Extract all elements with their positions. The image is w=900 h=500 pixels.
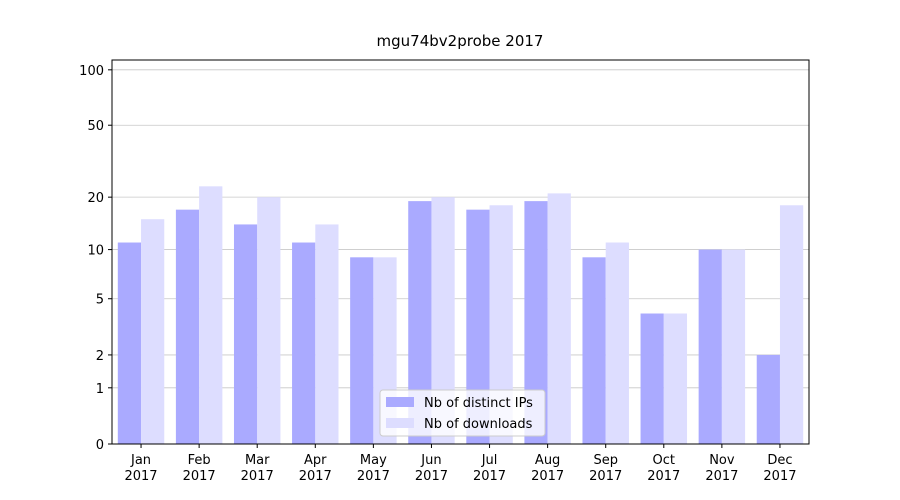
bar: [292, 242, 316, 444]
x-tick-label: Aug 2017: [531, 453, 565, 484]
plot-frame: [111, 59, 810, 445]
bar: [117, 242, 142, 444]
bar: [663, 313, 688, 444]
x-tick-label: Apr 2017: [298, 453, 332, 484]
y-tick-label: 20: [87, 191, 104, 206]
x-tick-label: Mar 2017: [240, 453, 274, 484]
y-tick-label: 0: [96, 438, 104, 453]
bar: [779, 205, 804, 444]
x-tick-label: May 2017: [356, 453, 390, 484]
bar: [524, 201, 548, 444]
x-tick-label: Feb 2017: [182, 453, 216, 484]
bar: [640, 313, 664, 444]
bar: [605, 242, 629, 444]
legend-label: Nb of distinct IPs: [424, 396, 533, 411]
y-tick-label: 1: [96, 382, 104, 397]
bar: [199, 186, 223, 444]
bar: [698, 249, 722, 444]
y-tick-label: 100: [79, 64, 104, 79]
bar: [721, 249, 746, 444]
bar: [582, 257, 606, 444]
x-tick-label: Jan 2017: [124, 453, 158, 484]
legend-swatch: [386, 397, 414, 407]
bar: [756, 354, 780, 444]
chart-title: mgu74bv2probe 2017: [377, 32, 544, 50]
x-tick-label: Jun 2017: [414, 453, 448, 484]
x-tick-label: Oct 2017: [647, 453, 681, 484]
x-tick-label: Sep 2017: [589, 453, 623, 484]
legend-label: Nb of downloads: [424, 417, 533, 432]
bar: [431, 197, 455, 444]
y-tick-label: 5: [96, 293, 104, 308]
bar: [350, 257, 374, 444]
y-tick-label: 2: [96, 349, 104, 364]
bar: [466, 209, 490, 444]
bar: [547, 193, 571, 444]
legend: Nb of distinct IPs Nb of downloads: [379, 389, 546, 437]
x-tick-label: Jul 2017: [472, 453, 507, 484]
bar: [489, 205, 513, 444]
bar: [175, 209, 200, 444]
x-tick-label: Dec 2017: [763, 453, 797, 484]
bar: [257, 197, 281, 444]
x-tick-label: Nov 2017: [705, 453, 739, 484]
y-tick-label: 10: [87, 244, 104, 259]
bar: [233, 224, 258, 444]
legend-swatch: [386, 418, 414, 428]
bar: [141, 219, 165, 444]
bar: [408, 201, 432, 444]
bar: [315, 224, 339, 444]
legend-box: [379, 389, 546, 437]
y-tick-label: 50: [87, 119, 104, 134]
